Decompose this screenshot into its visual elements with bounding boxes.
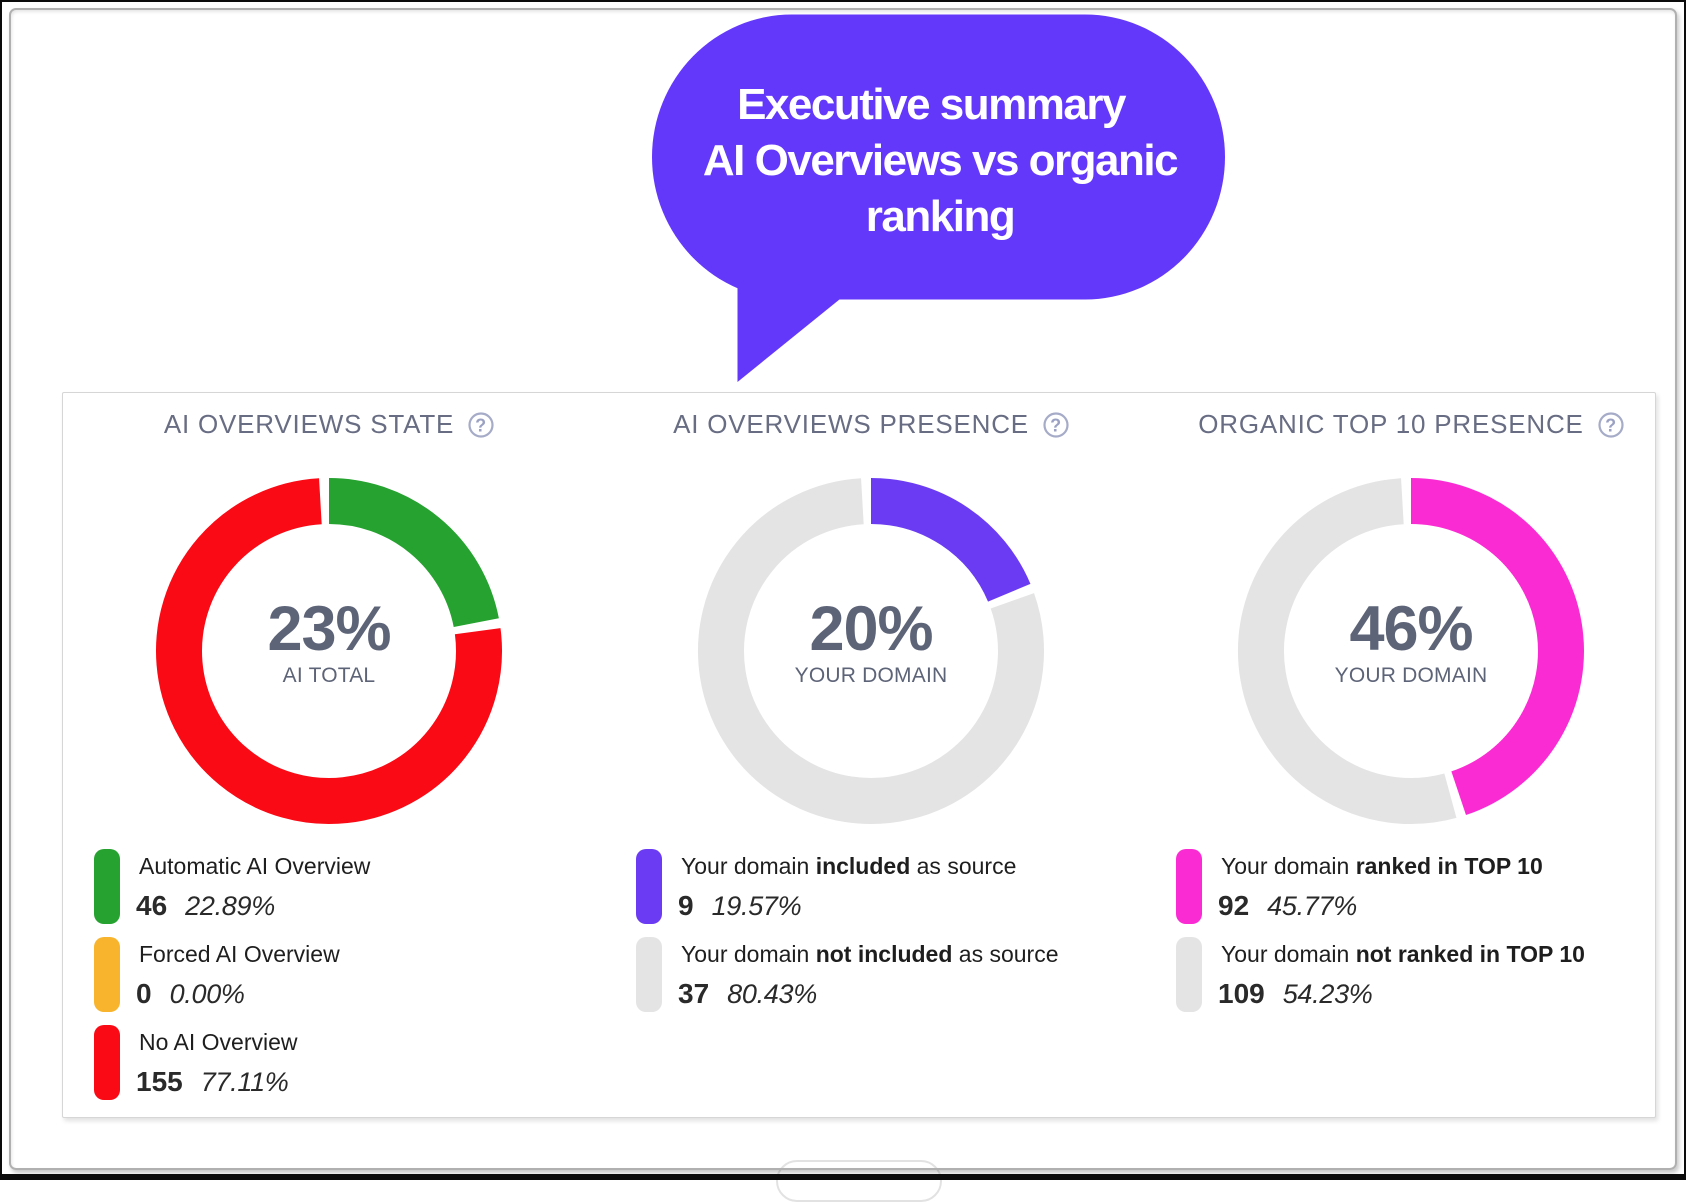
svg-text:?: ? (1605, 415, 1617, 435)
svg-text:?: ? (475, 415, 487, 435)
svg-text:?: ? (1050, 415, 1062, 435)
